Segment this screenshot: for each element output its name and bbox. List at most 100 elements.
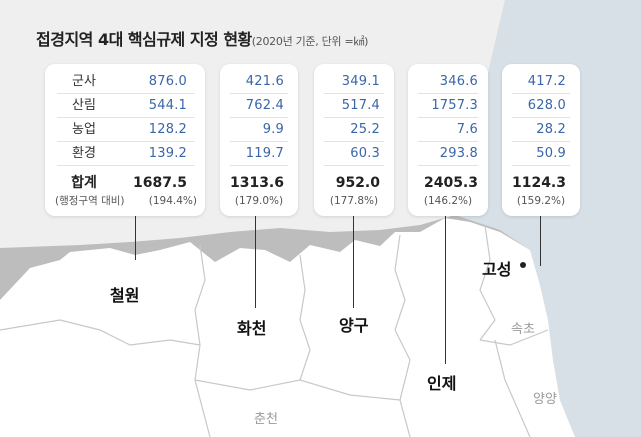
county-border bbox=[0, 319, 201, 346]
ratio-row: (179.0%) bbox=[220, 193, 298, 209]
region-label-hwacheon: 화천 bbox=[237, 319, 267, 338]
data-row: 349.1 bbox=[314, 72, 394, 92]
ratio-value: (177.8%) bbox=[329, 195, 379, 207]
ratio-value: (179.0%) bbox=[234, 195, 284, 207]
row-value: 139.2 bbox=[148, 146, 187, 161]
county-border bbox=[194, 244, 211, 437]
goseong-marker-dot bbox=[520, 262, 526, 268]
county-border bbox=[299, 254, 311, 381]
connector-line-cheorwon bbox=[135, 216, 136, 260]
total-row: 합계 1687.5 bbox=[45, 173, 205, 193]
connector-line-yanggu bbox=[353, 216, 354, 308]
county-border bbox=[194, 379, 401, 401]
row-value: 128.2 bbox=[148, 122, 187, 137]
row-divider bbox=[230, 93, 288, 94]
region-label-chuncheon: 춘천 bbox=[254, 412, 278, 427]
ratio-value: (159.2%) bbox=[516, 195, 566, 207]
data-row: 762.4 bbox=[220, 96, 298, 116]
data-row: 293.8 bbox=[408, 144, 488, 164]
ratio-row: (159.2%) bbox=[502, 193, 580, 209]
data-row: 119.7 bbox=[220, 144, 298, 164]
data-row: 517.4 bbox=[314, 96, 394, 116]
total-value: 952.0 bbox=[335, 175, 380, 191]
row-value: 346.6 bbox=[439, 74, 478, 89]
region-label-yangyang: 양양 bbox=[533, 392, 557, 407]
data-row: 50.9 bbox=[502, 144, 580, 164]
row-divider bbox=[57, 141, 195, 142]
row-divider bbox=[512, 117, 570, 118]
connector-line-goseong bbox=[540, 216, 541, 266]
row-divider bbox=[230, 165, 288, 166]
connector-line-inje bbox=[445, 216, 446, 364]
data-row: 7.6 bbox=[408, 120, 488, 140]
row-divider bbox=[512, 141, 570, 142]
region-label-yanggu: 양구 bbox=[339, 316, 369, 335]
data-row: 1757.3 bbox=[408, 96, 488, 116]
ratio-value: (146.2%) bbox=[423, 195, 473, 207]
row-divider bbox=[324, 165, 384, 166]
chart-title-sub: (2020년 기준, 단위 =㎢) bbox=[251, 35, 369, 48]
data-card-2: 349.1 517.4 25.2 60.3 952.0 (177.8%) bbox=[314, 64, 394, 216]
data-row: 25.2 bbox=[314, 120, 394, 140]
total-row: 952.0 bbox=[314, 173, 394, 193]
connector-line-hwacheon bbox=[255, 216, 256, 308]
row-label: 농업 bbox=[72, 122, 96, 137]
row-label: 산림 bbox=[72, 98, 96, 113]
data-row: 346.6 bbox=[408, 72, 488, 92]
row-divider bbox=[57, 165, 195, 166]
row-value: 421.6 bbox=[245, 74, 284, 89]
data-row: 환경 139.2 bbox=[45, 144, 205, 164]
row-value: 9.9 bbox=[262, 122, 284, 137]
row-value: 517.4 bbox=[341, 98, 380, 113]
row-divider bbox=[57, 93, 195, 94]
total-value: 1313.6 bbox=[229, 175, 284, 191]
data-row: 421.6 bbox=[220, 72, 298, 92]
county-border bbox=[494, 339, 531, 437]
total-row: 1313.6 bbox=[220, 173, 298, 193]
ratio-row: (행정구역 대비) (194.4%) bbox=[45, 193, 205, 209]
row-value: 1757.3 bbox=[431, 98, 478, 113]
chart-title-main: 접경지역 4대 핵심규제 지정 현황 bbox=[36, 30, 252, 49]
data-card-4: 417.2 628.0 28.2 50.9 1124.3 (159.2%) bbox=[502, 64, 580, 216]
ratio-label: (행정구역 대비) bbox=[55, 195, 125, 207]
row-value: 417.2 bbox=[527, 74, 566, 89]
row-value: 119.7 bbox=[245, 146, 284, 161]
row-divider bbox=[418, 141, 478, 142]
inland-area bbox=[0, 218, 575, 437]
region-label-cheorwon: 철원 bbox=[110, 286, 140, 305]
row-divider bbox=[324, 141, 384, 142]
data-row: 9.9 bbox=[220, 120, 298, 140]
county-border bbox=[479, 329, 549, 346]
data-row: 28.2 bbox=[502, 120, 580, 140]
row-value: 876.0 bbox=[148, 74, 187, 89]
row-divider bbox=[418, 165, 478, 166]
total-value: 1687.5 bbox=[132, 175, 187, 191]
data-row: 군사 876.0 bbox=[45, 72, 205, 92]
ratio-value: (194.4%) bbox=[148, 195, 197, 207]
row-value: 544.1 bbox=[148, 98, 187, 113]
data-row: 417.2 bbox=[502, 72, 580, 92]
total-row: 2405.3 bbox=[408, 173, 488, 193]
row-value: 293.8 bbox=[439, 146, 478, 161]
row-divider bbox=[230, 141, 288, 142]
row-divider bbox=[230, 117, 288, 118]
row-value: 762.4 bbox=[245, 98, 284, 113]
region-label-inje: 인제 bbox=[427, 374, 457, 393]
row-value: 28.2 bbox=[536, 122, 566, 137]
data-card-1: 421.6 762.4 9.9 119.7 1313.6 (179.0%) bbox=[220, 64, 298, 216]
row-value: 349.1 bbox=[341, 74, 380, 89]
data-card-3: 346.6 1757.3 7.6 293.8 2405.3 (146.2%) bbox=[408, 64, 488, 216]
data-row: 628.0 bbox=[502, 96, 580, 116]
data-row: 60.3 bbox=[314, 144, 394, 164]
row-label: 환경 bbox=[72, 146, 96, 161]
county-border bbox=[479, 224, 496, 341]
total-row: 1124.3 bbox=[502, 173, 580, 193]
row-divider bbox=[418, 93, 478, 94]
row-value: 7.6 bbox=[456, 122, 478, 137]
row-divider bbox=[512, 165, 570, 166]
row-divider bbox=[324, 93, 384, 94]
row-divider bbox=[512, 93, 570, 94]
row-label: 군사 bbox=[72, 74, 96, 89]
row-value: 60.3 bbox=[350, 146, 380, 161]
row-divider bbox=[418, 117, 478, 118]
